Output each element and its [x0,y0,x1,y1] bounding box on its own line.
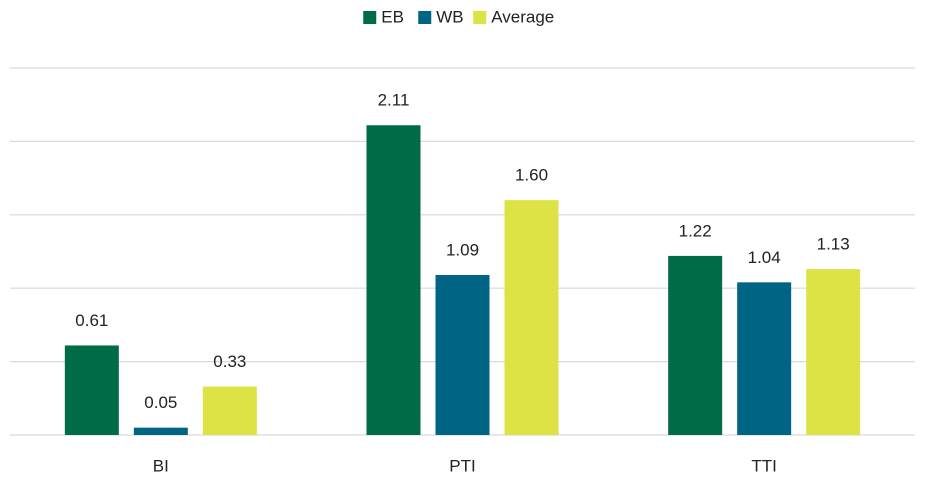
legend-label: WB [436,7,463,26]
data-label: 1.22 [679,221,712,240]
legend-label: Average [491,7,554,26]
data-label: 1.13 [817,235,850,254]
data-label: 1.04 [748,248,781,267]
x-tick-label: PTI [449,456,475,475]
bar [737,282,792,435]
bar [133,427,188,435]
bar [668,255,723,435]
data-label: 0.61 [75,311,108,330]
data-label: 1.09 [446,240,479,259]
legend-swatch [363,11,377,24]
bar [504,200,559,435]
data-label: 0.05 [144,393,177,412]
data-label: 0.33 [213,352,246,371]
legend-label: EB [381,7,404,26]
bar [806,269,861,435]
bar [202,386,257,435]
legend-swatch [418,11,432,24]
legend-swatch [473,11,487,24]
data-label: 1.60 [515,166,548,185]
x-tick-label: TTI [751,456,777,475]
x-tick-label: BI [153,456,169,475]
bar [435,274,490,435]
bar [64,345,119,435]
data-label: 2.11 [378,91,410,110]
bar [366,125,421,435]
